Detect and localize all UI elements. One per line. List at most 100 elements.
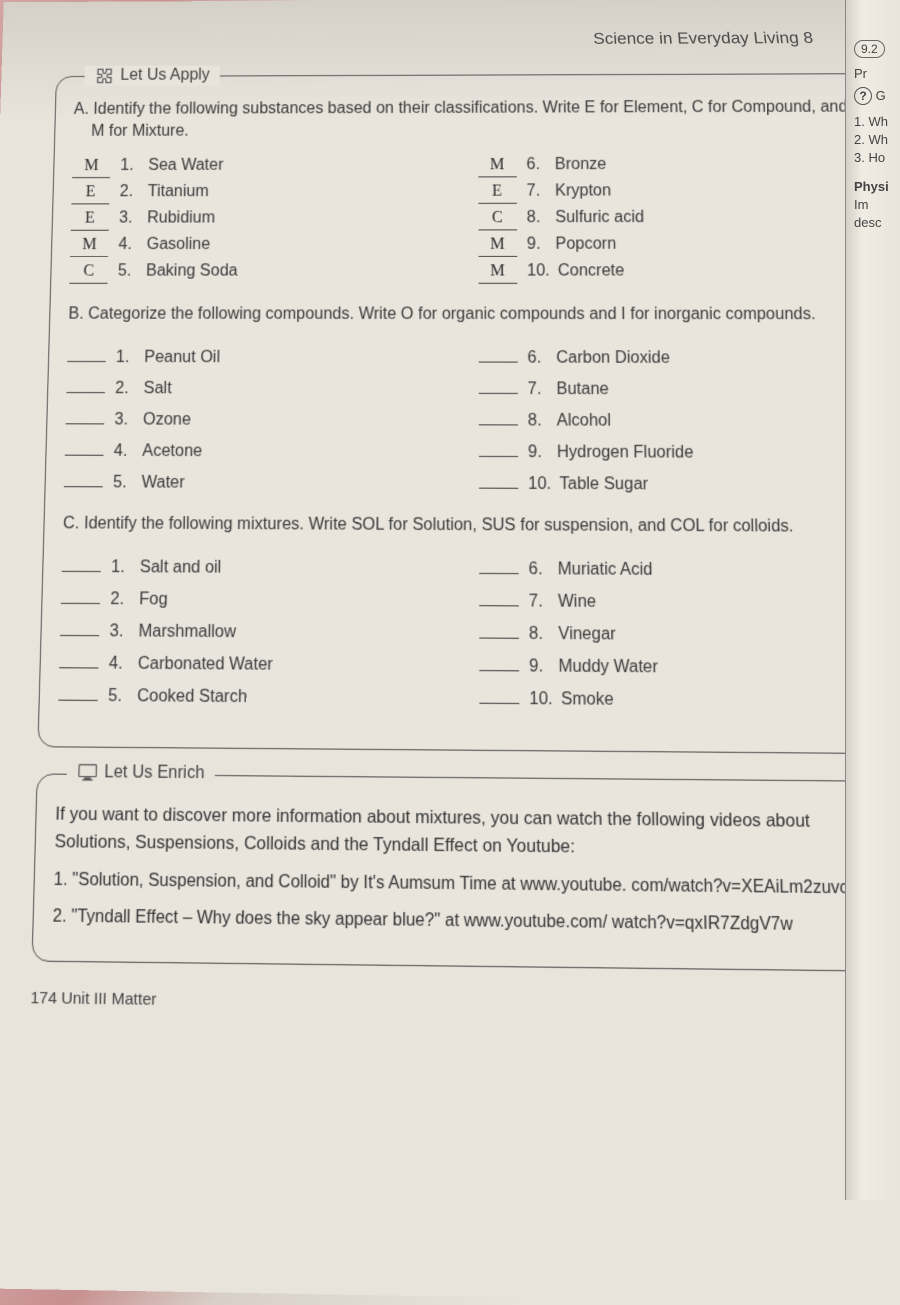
item-text: Hydrogen Fluoride — [557, 443, 694, 462]
answer-blank[interactable] — [478, 373, 517, 394]
answer-blank[interactable]: M — [478, 263, 517, 284]
item-number: 6. — [527, 349, 548, 368]
answer-blank[interactable] — [60, 615, 100, 637]
item-number: 10. — [527, 262, 550, 281]
answer-blank[interactable] — [58, 679, 98, 701]
answer-blank[interactable]: C — [69, 264, 108, 284]
item-text: Titanium — [148, 183, 209, 201]
item-number: 6. — [526, 156, 546, 174]
item-text: Popcorn — [555, 236, 616, 255]
item-number: 2. — [115, 379, 136, 398]
answer-blank[interactable]: M — [478, 157, 517, 177]
answer-blank[interactable] — [479, 682, 519, 704]
answer-blank[interactable] — [478, 436, 517, 457]
answer-blank[interactable]: E — [71, 184, 110, 204]
answer-blank[interactable] — [478, 404, 517, 425]
list-item: 4.Carbonated Water — [59, 647, 447, 677]
answer-blank[interactable] — [62, 551, 102, 572]
item-text: Muriatic Acid — [558, 561, 653, 581]
answer-blank[interactable] — [61, 583, 101, 605]
answer-blank[interactable]: E — [71, 211, 110, 231]
answer-blank[interactable]: M — [72, 158, 110, 178]
list-item: E2.Titanium — [71, 183, 447, 205]
item-text: Salt and oil — [140, 559, 222, 579]
answer-blank[interactable] — [479, 585, 519, 607]
right-page-edge: 9.2 Pr ? G 1. Wh 2. Wh 3. Ho Physi Im de… — [845, 0, 900, 1200]
item-number: 9. — [529, 658, 550, 678]
edge-bubble: 9.2 — [854, 40, 885, 58]
item-number: 8. — [527, 209, 547, 227]
answer-blank[interactable]: M — [478, 237, 517, 258]
section-b-left-col: 1.Peanut Oil2.Salt3.Ozone4.Acetone5.Wate… — [64, 336, 448, 499]
answer-blank[interactable]: E — [478, 184, 517, 204]
item-text: Vinegar — [558, 625, 616, 645]
answer-blank[interactable]: M — [70, 237, 109, 257]
answer-blank[interactable] — [478, 467, 517, 488]
section-c-right-col: 6.Muriatic Acid7.Wine8.Vinegar9.Muddy Wa… — [479, 548, 874, 718]
item-text: Baking Soda — [146, 262, 238, 280]
edge-im: Im — [854, 197, 895, 212]
section-c-columns: 1.Salt and oil2.Fog3.Marshmallow4.Carbon… — [58, 546, 874, 718]
item-number: 8. — [529, 625, 550, 645]
item-number: 9. — [528, 443, 549, 462]
edge-g: G — [876, 88, 886, 103]
list-item: 10.Smoke — [479, 682, 874, 712]
answer-blank[interactable] — [479, 650, 519, 672]
item-number: 7. — [527, 183, 547, 201]
apply-title-tab: Let Us Apply — [84, 66, 219, 86]
item-text: Peanut Oil — [144, 348, 220, 367]
item-number: 5. — [118, 263, 139, 281]
answer-blank[interactable] — [59, 647, 99, 669]
section-a-columns: M1.Sea WaterE2.TitaniumE3.RubidiumM4.Gas… — [69, 150, 862, 289]
item-text: Alcohol — [557, 412, 611, 431]
item-number: 3. — [114, 411, 135, 430]
list-item: 7.Wine — [479, 585, 871, 614]
item-number: 1. — [116, 348, 137, 367]
edge-desc: desc — [854, 215, 895, 230]
item-text: Salt — [143, 380, 171, 399]
item-text: Krypton — [555, 182, 611, 200]
list-item: M4.Gasoline — [70, 236, 448, 258]
item-number: 8. — [528, 412, 549, 431]
answer-blank[interactable] — [66, 403, 105, 424]
item-number: 1. — [120, 157, 140, 175]
list-item: M 9. Popcorn — [478, 235, 861, 257]
item-text: Carbon Dioxide — [556, 349, 670, 368]
list-item: 9. Hydrogen Fluoride — [478, 436, 866, 464]
answer-blank[interactable]: C — [478, 210, 517, 230]
item-number: 4. — [114, 442, 135, 461]
item-number: 10. — [528, 475, 551, 494]
question-circle-icon: ? — [854, 87, 872, 105]
item-text: Fog — [139, 591, 168, 610]
item-number: 10. — [529, 690, 553, 710]
section-a-right-col: M6.BronzeE7.KryptonC8.Sulfuric acidM9.Po… — [478, 150, 862, 289]
item-text: Ozone — [143, 411, 191, 430]
edge-pr: Pr — [854, 66, 867, 81]
list-item: 10. Table Sugar — [478, 467, 867, 495]
item-number: 9. — [527, 236, 548, 254]
answer-blank[interactable] — [479, 617, 519, 639]
section-c-left-col: 1.Salt and oil2.Fog3.Marshmallow4.Carbon… — [58, 546, 447, 715]
answer-blank[interactable] — [66, 372, 105, 393]
item-text: Butane — [556, 380, 608, 399]
item-text: Table Sugar — [559, 475, 648, 494]
answer-blank[interactable] — [67, 341, 106, 362]
edge-item-1: 1. Wh — [854, 114, 895, 129]
answer-blank[interactable] — [64, 466, 103, 487]
list-item: C8.Sulfuric acid — [478, 209, 860, 231]
answer-blank[interactable] — [65, 435, 104, 456]
answer-blank[interactable] — [479, 553, 519, 575]
list-item: 4.Acetone — [65, 435, 448, 462]
item-text: Sea Water — [148, 157, 223, 175]
edge-item-2: 2. Wh — [854, 132, 895, 147]
item-text: Cooked Starch — [137, 688, 247, 708]
page-footer: 174 Unit III Matter — [30, 989, 900, 1019]
item-text: Wine — [558, 593, 596, 613]
answer-blank[interactable] — [478, 342, 517, 363]
section-b-columns: 1.Peanut Oil2.Salt3.Ozone4.Acetone5.Wate… — [64, 336, 868, 501]
item-text: Rubidium — [147, 209, 215, 227]
edge-item-3: 3. Ho — [854, 150, 895, 165]
let-us-apply-box: Let Us Apply A. Identify the following s… — [37, 73, 895, 754]
item-number: 4. — [109, 655, 130, 675]
computer-icon — [77, 763, 98, 783]
